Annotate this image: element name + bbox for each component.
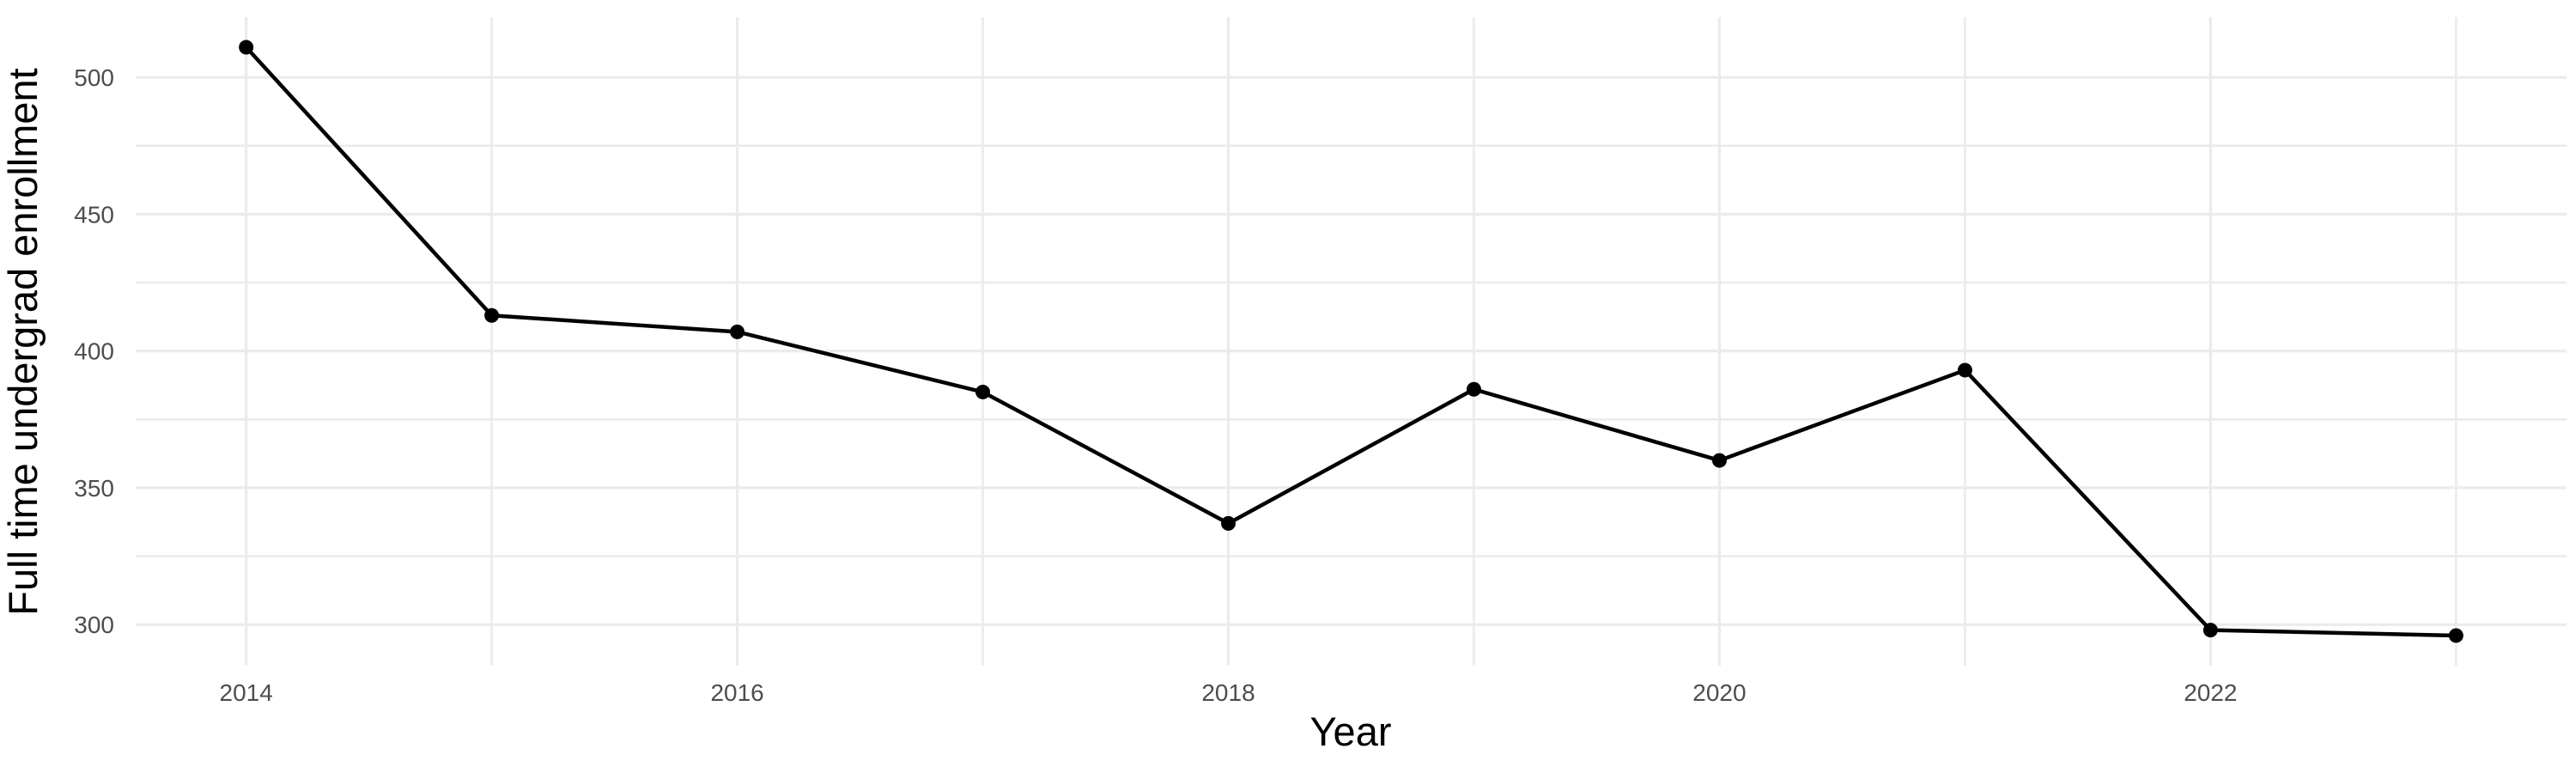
y-axis-title: Full time undergrad enrollment [0,68,46,615]
series-layer [239,40,2464,643]
x-axis-tick-labels: 2014 2016 2018 2020 2022 [220,679,2238,706]
x-tick-label: 2018 [1201,679,1255,706]
data-point-2019 [1466,381,1481,397]
data-point-2023 [2448,628,2464,643]
x-tick-label: 2014 [220,679,273,706]
x-tick-label: 2016 [710,679,763,706]
data-point-2014 [239,40,254,55]
y-tick-label: 300 [74,612,114,638]
major-gridlines [136,17,2567,666]
y-tick-label: 350 [74,475,114,502]
data-point-2016 [730,324,745,339]
y-tick-label: 500 [74,64,114,91]
data-point-2017 [975,384,991,399]
data-point-2022 [2202,623,2218,638]
data-point-2018 [1221,515,1236,531]
data-point-2020 [1711,453,1727,468]
data-point-2015 [484,307,500,323]
x-tick-label: 2020 [1692,679,1746,706]
y-tick-label: 450 [74,201,114,228]
series-line [244,45,2458,638]
y-tick-label: 400 [74,338,114,365]
data-point-2021 [1957,362,1972,378]
x-tick-label: 2022 [2184,679,2237,706]
y-axis-tick-labels: 300 350 400 450 500 [74,64,114,638]
minor-gridlines [136,17,2567,666]
x-axis-title: Year [1310,709,1392,754]
